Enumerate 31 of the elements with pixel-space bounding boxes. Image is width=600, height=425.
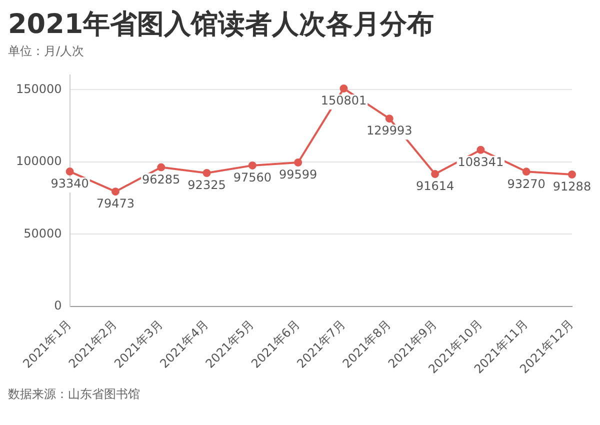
point	[431, 170, 440, 178]
point	[476, 146, 485, 154]
data-label: 129993	[366, 124, 412, 138]
data-label: 93270	[507, 176, 546, 191]
data-label: 99599	[278, 168, 318, 182]
point	[522, 168, 530, 176]
point	[385, 114, 394, 123]
source-note: 数据来源：山东省图书馆	[8, 386, 141, 403]
point	[340, 84, 348, 92]
point	[202, 169, 211, 178]
data-label: 96285	[142, 172, 180, 186]
point	[66, 168, 74, 176]
data-label: 93340	[50, 176, 89, 191]
data-label: 91614	[416, 179, 454, 194]
y-tick-label: 100000	[16, 154, 62, 168]
y-tick-label: 50000	[24, 226, 62, 240]
chart-title: 2021年省图入馆读者人次各月分布	[8, 8, 436, 42]
point	[568, 170, 576, 179]
chart-subtitle: 单位：月/人次	[8, 43, 86, 60]
data-label: 92325	[188, 178, 226, 192]
data-label: 91288	[552, 180, 592, 194]
data-label: 108341	[458, 154, 504, 169]
point	[248, 161, 256, 170]
data-label: 97560	[233, 170, 272, 185]
point	[157, 163, 166, 172]
y-tick-label: 0	[54, 298, 62, 313]
data-label: 79473	[96, 196, 135, 211]
point	[294, 158, 302, 166]
point	[111, 188, 120, 196]
data-label: 150801	[320, 94, 367, 108]
y-tick-label: 150000	[16, 82, 62, 96]
